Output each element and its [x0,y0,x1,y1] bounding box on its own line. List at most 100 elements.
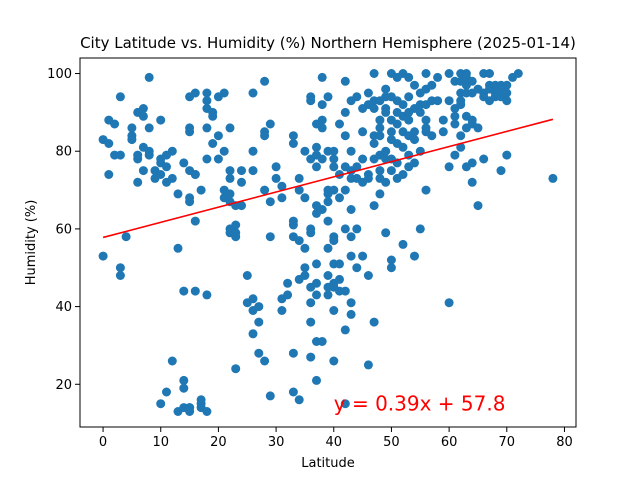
data-point [288,387,298,397]
data-point [375,166,385,176]
data-point [335,259,344,269]
data-point [329,154,339,164]
data-point [179,383,189,393]
y-tick-label: 60 [55,222,72,237]
data-point [496,166,506,176]
data-point [306,317,316,327]
data-point [294,173,304,183]
data-point [317,205,327,214]
data-point [317,123,327,133]
y-tick-label: 80 [55,145,72,160]
data-point [260,76,270,86]
regression-line [102,118,554,239]
data-point [421,115,431,125]
x-tick-label: 10 [152,435,169,450]
data-point [513,69,523,78]
data-point [323,216,333,226]
data-point [110,119,120,129]
data-point [363,88,373,98]
data-point [404,115,414,125]
data-point [467,76,477,86]
data-point [144,72,154,82]
data-point [133,150,143,160]
data-point [202,407,212,416]
data-point [340,76,350,86]
data-point [162,162,171,172]
data-point [202,290,212,300]
data-point [358,251,368,261]
data-point [444,96,454,106]
data-point [340,224,350,234]
data-point [283,278,293,288]
data-point [369,139,379,148]
data-point [456,100,466,110]
data-point [450,119,460,129]
y-tick-label: 100 [47,67,72,82]
data-point [265,197,275,207]
data-point [398,142,408,152]
data-point [346,298,356,308]
data-point [248,166,258,176]
data-point [386,263,396,273]
data-point [167,173,177,183]
data-point [421,185,431,195]
data-point [213,154,223,164]
data-point [138,166,148,176]
data-point [473,201,483,211]
x-tick-label: 0 [99,435,107,450]
x-axis-label: Latitude [301,456,355,471]
data-point [467,158,477,168]
data-point [456,142,466,152]
data-point [167,356,177,366]
data-point [185,127,195,137]
data-point [248,329,258,339]
data-point [358,127,368,137]
data-point [300,193,310,203]
data-point [329,146,339,156]
data-point [433,96,443,106]
data-point [444,298,454,308]
data-points [98,69,558,416]
data-point [196,185,206,195]
data-point [225,166,235,176]
data-point [265,391,275,401]
data-point [115,263,125,273]
x-tick-label: 20 [210,435,227,450]
data-point [404,72,414,82]
data-point [213,131,223,141]
data-point [277,193,287,203]
data-point [306,96,316,106]
data-point [404,92,414,102]
data-point [138,104,148,113]
data-point [340,107,350,117]
data-point [231,364,241,374]
data-point [283,290,293,300]
data-point [300,263,310,273]
data-point [237,177,246,187]
data-point [288,139,298,148]
data-point [260,131,270,141]
data-point [156,170,166,179]
data-point [288,131,298,141]
data-point [329,185,339,195]
data-point [548,173,558,183]
data-point [306,352,316,362]
data-point [340,286,350,296]
data-point [312,290,321,300]
data-point [323,92,333,102]
x-axis-ticks: 0 10 20 30 40 50 60 70 80 [99,427,573,450]
data-point [415,224,425,234]
data-point [410,80,419,90]
data-point [329,162,339,172]
plot-area-frame [79,57,577,428]
data-point [375,189,385,199]
data-point [185,193,195,203]
data-point [346,251,356,261]
data-point [450,111,460,121]
data-point [386,255,396,265]
data-point [288,348,298,358]
data-point [173,243,183,253]
data-point [156,399,166,409]
data-point [352,92,362,102]
